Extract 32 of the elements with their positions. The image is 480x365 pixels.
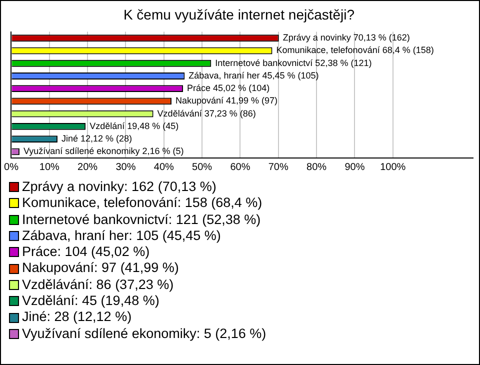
x-tick-label: 70% [268,162,288,173]
x-tick-label: 50% [192,162,212,173]
x-tick-label: 90% [344,162,365,173]
legend-label: Komunikace, telefonování: 158 (68,4 %) [22,195,262,212]
data-label: Využívaní sdílené ekonomiky 2,16 % (5) [23,146,184,156]
x-tick-label: 0% [4,162,19,173]
legend-label: Jiné: 28 (12,12 %) [22,309,132,326]
legend-label: Internetové bankovnictví: 121 (52,38 %) [22,212,261,228]
legend-label: Vzdělání: 45 (19,48 %) [22,293,160,310]
x-tick-label: 10% [39,162,60,173]
legend-label: Vzdělávání: 86 (37,23 %) [22,276,174,294]
data-label: Vzdělávání 37,23 % (86) [157,108,256,118]
x-tick-label: 100% [380,162,406,173]
data-label: Internetové bankovnictví 52,38 % (121) [215,58,372,68]
data-label: Zprávy a novinky 70,13 % (162) [282,32,410,43]
data-label: Práce 45,02 % (104) [187,83,270,94]
x-tick-label: 40% [154,162,174,173]
x-tick-label: 80% [306,162,327,173]
data-label: Vzdělání 19,48 % (45) [90,120,179,131]
x-tick-label: 20% [78,162,98,173]
legend-label: Využívaní sdílené ekonomiky: 5 (2,16 %) [22,326,266,342]
data-label: Jiné 12,12 % (28) [61,134,132,144]
data-label: Zábava, hraní her 45,45 % (105) [188,70,319,80]
x-tick-label: 30% [116,162,136,173]
data-label: Nakupování 41,99 % (97) [175,96,278,106]
data-label: Komunikace, telefonování 68,4 % (158) [276,45,434,56]
x-tick-label: 60% [230,162,250,173]
legend-label: Nakupování: 97 (41,99 %) [22,260,179,277]
legend-label: Zprávy a novinky: 162 (70,13 %) [22,179,216,196]
chart-title: K čemu využíváte internet nejčastěji? [123,6,355,22]
legend-label: Práce: 104 (45,02 %) [22,244,150,260]
legend-label: Zábava, hraní her: 105 (45,45 %) [22,228,221,244]
